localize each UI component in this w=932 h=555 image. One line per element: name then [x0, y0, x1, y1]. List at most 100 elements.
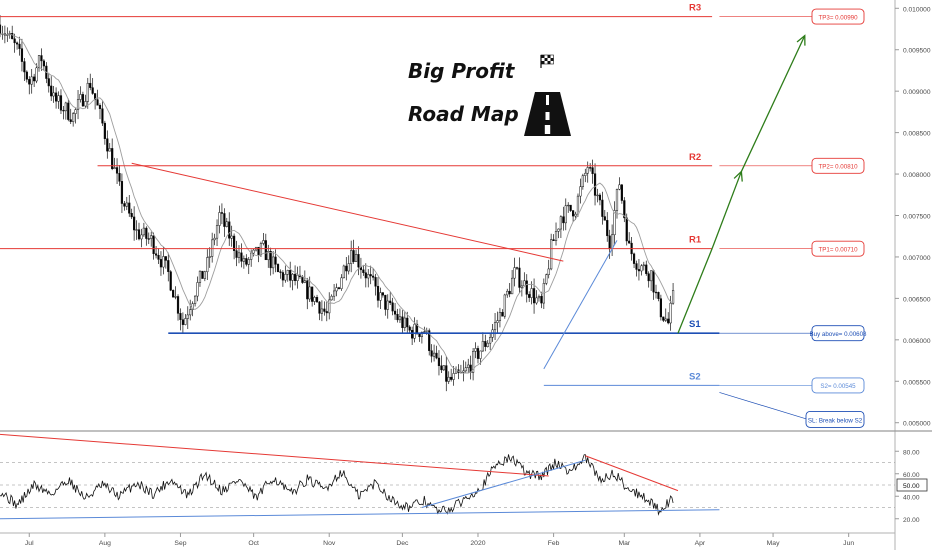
level-tag-text-s1: Buy above= 0.00608 — [810, 331, 867, 338]
candle-body — [318, 301, 321, 314]
price-axis[interactable]: 0.010000 0.009500 0.009000 0.008500 0.008000… — [895, 6, 931, 428]
candle-body — [94, 93, 97, 100]
candle-body — [584, 172, 587, 176]
time-axis[interactable]: Jul Aug Sep Oct Nov Dec 2020 Feb Mar Apr May Jun — [25, 533, 854, 547]
candle-body — [11, 33, 14, 40]
oscillator-tick-label: 60.00 — [903, 472, 920, 479]
candle-body — [272, 256, 275, 269]
candle-body — [242, 258, 245, 262]
candle-body — [540, 296, 543, 304]
candle-body — [306, 280, 309, 300]
candle-body — [589, 167, 592, 169]
candle-body — [203, 271, 206, 279]
candle-body — [398, 316, 402, 321]
candle-body — [28, 79, 31, 85]
candle-body — [79, 94, 82, 100]
candle-body — [601, 199, 604, 217]
candle-body — [47, 78, 50, 87]
chart-title-line1: Big Profit — [408, 59, 516, 83]
candle-body — [662, 316, 665, 321]
candle-body — [225, 221, 228, 227]
candle-body — [120, 181, 124, 204]
candle-body — [303, 280, 306, 283]
candle-body — [328, 299, 331, 314]
candle-body — [479, 350, 482, 359]
candle-body — [342, 265, 345, 279]
level-tag-box-s2[interactable] — [811, 377, 865, 394]
candle-body — [369, 274, 372, 277]
time-tick-label: Nov — [323, 540, 336, 547]
candle-body — [576, 195, 580, 215]
candle-body — [252, 249, 255, 254]
candle-body — [559, 216, 562, 230]
sl-note-box[interactable] — [805, 410, 865, 428]
candle-body — [35, 67, 38, 82]
candle-body — [223, 213, 226, 227]
candle-body — [237, 252, 241, 258]
candle-body — [567, 204, 570, 207]
candle-body — [69, 119, 72, 122]
candle-body — [535, 297, 538, 304]
candle-body — [233, 235, 236, 251]
candle-body — [281, 272, 284, 281]
candle-body — [406, 317, 409, 328]
candle-body — [198, 270, 202, 283]
candle-body — [230, 235, 233, 239]
price-tick-label: 0.010000 — [903, 6, 931, 13]
candle-body — [586, 167, 589, 174]
level-tag-box-r3[interactable] — [811, 8, 865, 25]
candle-body — [450, 376, 453, 380]
candle-body — [654, 291, 658, 294]
candle-body — [564, 205, 567, 224]
candle-body — [381, 292, 384, 296]
candle-body — [496, 320, 499, 323]
time-tick-label: Jun — [843, 540, 854, 547]
candle-body — [657, 292, 660, 299]
projection-arrows-layer — [677, 34, 806, 334]
price-tick-label: 0.007500 — [903, 214, 931, 221]
candle-body — [396, 314, 399, 321]
projection-segment — [740, 35, 806, 172]
candle-body — [472, 351, 475, 373]
candle-body — [571, 210, 575, 217]
trendlines-layer — [131, 162, 618, 370]
candle-body — [408, 326, 411, 331]
candle-body — [352, 250, 355, 262]
candle-body — [186, 314, 189, 319]
candle-body — [176, 296, 180, 314]
candle-body — [42, 60, 45, 67]
time-tick-label: Sep — [174, 540, 186, 547]
candle-body — [569, 204, 572, 211]
oscillator-trendline-0 — [0, 433, 549, 477]
price-tick-label: 0.007000 — [903, 255, 931, 262]
candle-body — [286, 270, 289, 275]
candle-body — [489, 336, 492, 344]
level-tag-box-r1[interactable] — [811, 240, 865, 257]
candle-body — [245, 258, 248, 265]
candle-body — [269, 251, 272, 269]
candle-body — [423, 331, 426, 333]
candle-body — [57, 95, 60, 102]
candle-body — [625, 217, 628, 242]
candle-body — [154, 253, 158, 256]
level-tag-box-r2[interactable] — [811, 157, 865, 174]
candle-body — [650, 270, 653, 282]
level-tag-box-s1[interactable] — [811, 325, 865, 342]
oscillator-tick-label: 40.00 — [903, 494, 920, 501]
oscillator-axis[interactable]: 80.00 60.00 40.00 20.00 50.00 — [895, 449, 928, 524]
candle-body — [372, 275, 375, 278]
candle-body — [284, 274, 287, 281]
candle-body — [591, 167, 594, 174]
candle-body — [474, 348, 477, 352]
candle-body — [447, 376, 450, 382]
checkered-flag-icon — [540, 54, 554, 68]
candle-body — [486, 342, 489, 347]
price-tick-label: 0.009500 — [903, 48, 931, 55]
candle-body — [350, 250, 353, 264]
candle-body — [311, 286, 314, 302]
price-tick-label: 0.008500 — [903, 131, 931, 138]
candle-body — [552, 239, 555, 242]
candle-body — [547, 268, 550, 275]
candle-body — [618, 184, 621, 190]
